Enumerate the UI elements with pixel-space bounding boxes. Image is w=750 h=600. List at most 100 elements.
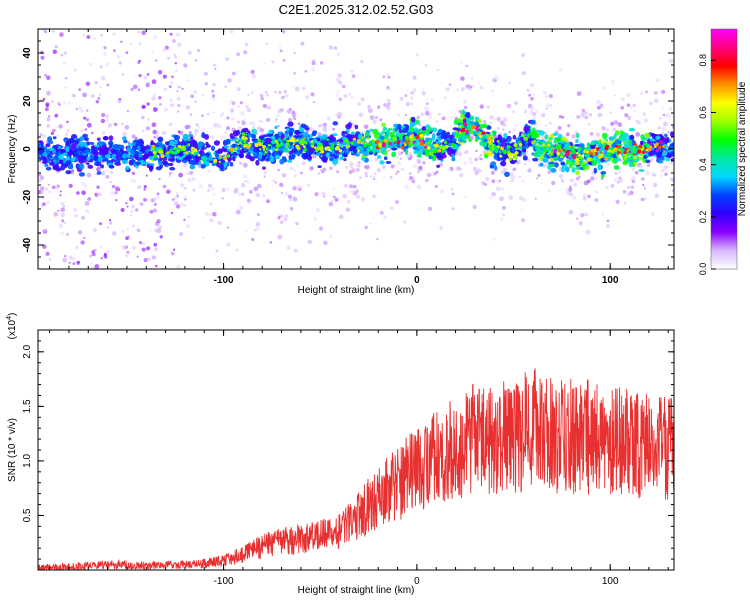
spectrogram-cell [84,137,89,142]
spectrogram-cell [44,291,46,293]
spectrogram-cell [426,109,430,113]
spectrogram-cell [590,152,593,156]
spectrogram-cell [62,296,65,299]
spectrogram-cell [387,102,391,106]
spectrogram-cell [668,145,674,149]
spectrogram-cell [409,121,416,127]
spectrogram-cell [180,148,183,152]
spectrogram-cell [424,145,427,149]
spectrogram-cell [668,58,674,64]
spectrogram-cell [305,115,309,118]
spectrogram-cell [259,148,262,151]
spectrogram-cell [134,136,138,141]
spectrogram-cell [189,113,193,116]
spectrogram-cell [649,157,654,162]
spectrogram-cell [78,88,82,91]
spectrogram-cell [360,142,363,145]
spectrogram-cell [194,128,199,134]
spectrogram-cell [411,179,416,183]
spectrogram-cell [257,138,261,142]
spectrogram-cell [584,166,590,170]
spectrogram-cell [419,149,424,154]
spectrogram-cell [507,153,512,158]
spectrogram-cell [266,117,271,122]
spectrogram-cell [621,136,628,142]
spectrogram-cell [412,163,418,168]
spectrogram-cell [209,202,213,206]
spectrogram-cell [491,141,494,143]
spectrogram-cell [241,132,246,136]
spectrogram-cell [463,161,468,165]
spectrogram-cell [301,140,306,144]
spectrogram-cell [561,115,565,119]
spectrogram-cell [433,152,438,156]
spectrogram-cell [278,46,282,49]
spectrogram-cell [563,152,566,155]
spectrogram-cell [54,45,58,49]
spectrogram-cell [575,170,580,176]
spectrogram-cell [331,143,335,146]
spectrogram-cell [360,97,365,102]
spectrogram-cell [130,209,134,213]
spectrogram-cell [40,205,43,208]
spectrogram-cell [425,102,429,105]
spectrogram-cell [338,97,343,102]
spectrogram-cell [110,170,114,174]
spectrogram-cell [309,166,314,171]
spectrogram-cell [334,197,339,202]
spectrogram-cell [363,124,369,130]
spectrogram-cell [614,139,621,145]
spectrogram-cell [564,153,568,157]
spectrogram-cell [135,208,139,212]
spectrogram-cell [369,175,374,179]
spectrogram-cell [187,79,190,82]
spectrogram-cell [376,167,381,173]
spectrogram-cell [83,116,87,120]
spectrogram-cell [479,132,482,134]
spectrogram-cell [225,138,231,145]
spectrogram-cell [345,165,349,170]
spectrogram-cell [84,201,90,206]
colorbar-tick-label: 0.0 [698,263,708,276]
spectrogram-cell [139,149,145,153]
colorbar-tick-label: 0.6 [698,106,708,119]
spectrogram-cell [465,129,469,134]
spectrogram-ytick-label: -20 [22,189,33,204]
spectrogram-cell [142,129,145,133]
spectrogram-cell [86,35,91,39]
spectrogram-cell [396,140,401,145]
spectrogram-cell [45,187,49,191]
spectrogram-cell [323,195,326,198]
spectrogram-cell [198,184,203,189]
spectrogram-cell [371,139,375,143]
spectrogram-cell [583,149,587,153]
spectrogram-cell [145,317,147,319]
spectrogram-cell [432,155,437,160]
spectrogram-cell [649,138,656,142]
spectrogram-cell [523,134,527,137]
spectrogram-cell [447,149,454,156]
spectrogram-cell [382,75,386,79]
spectrogram-cell [346,133,353,139]
spectrogram-cell [549,157,555,162]
spectrogram-cell [58,154,64,160]
spectrogram-cell [578,156,582,160]
spectrogram-cell [539,162,544,167]
spectrogram-cell [527,168,532,173]
spectrogram-cell [167,271,169,273]
spectrogram-cell [279,141,284,147]
spectrogram-cell [343,183,349,188]
spectrogram-cell [584,153,590,158]
spectrogram-cell [191,151,195,155]
spectrogram-cell [131,204,136,209]
spectrogram-cell [440,189,444,194]
spectrogram-cell [610,183,615,188]
spectrogram-cell [108,164,115,169]
spectrogram-cell [130,87,134,92]
spectrogram-cell [536,177,539,180]
spectrogram-cell [491,179,496,184]
spectrogram-cell [374,115,378,120]
spectrogram-cell [475,149,478,152]
spectrogram-cell [586,157,591,162]
